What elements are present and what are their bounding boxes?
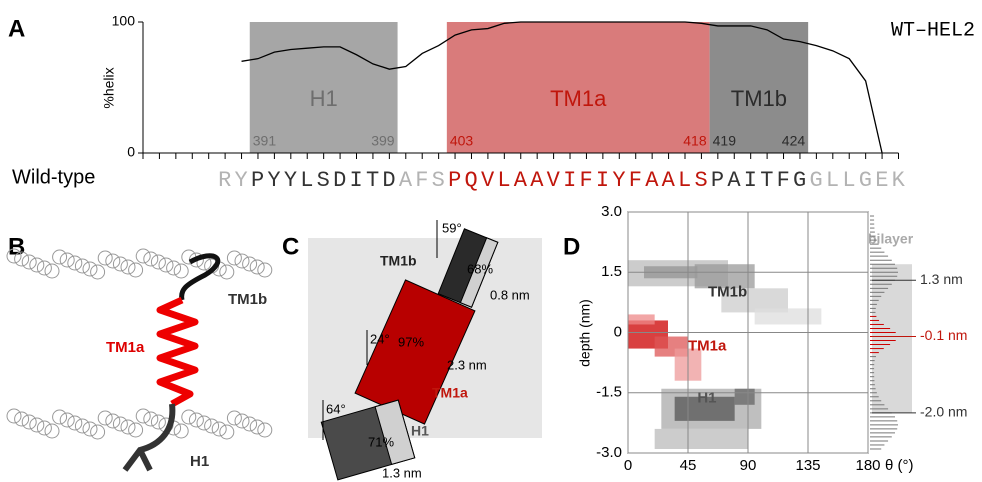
residue-number: 419 (713, 133, 737, 149)
helix-label: TM1a (106, 339, 145, 356)
depth-label: 2.3 nm (447, 357, 487, 372)
row-label: Wild-type (12, 166, 95, 188)
region-label: H1 (697, 390, 716, 407)
depth-label: 1.3 nm (382, 465, 422, 480)
sequence-segment: PYYLSDITD (251, 168, 399, 193)
depth-label: 1.3 nm (920, 271, 963, 287)
y-tick-label: 1.5 (601, 263, 622, 280)
y-axis-label: %helix (101, 67, 117, 108)
y-tick-label: -1.5 (596, 384, 622, 401)
helix-region (249, 22, 398, 153)
x-axis-label: θ (°) (885, 457, 914, 474)
angle-label: 64° (326, 401, 346, 416)
fraction-label: 97% (398, 334, 424, 349)
region-name: TM1b (731, 86, 787, 111)
bilayer-band (872, 264, 912, 413)
sequence-segment: PQVLAAVIFIYFAALS (448, 168, 711, 193)
depth-label: -0.1 nm (920, 327, 967, 343)
residue-number: 403 (450, 133, 474, 149)
helix-label: TM1b (228, 291, 267, 308)
y-tick-label: 3.0 (601, 203, 622, 220)
residue-number: 399 (371, 133, 395, 149)
sequence-segment: GLLGEK (809, 168, 908, 193)
density-blob (628, 314, 655, 325)
depth-label: -2.0 nm (920, 404, 967, 420)
residue-number: 424 (782, 133, 806, 149)
x-tick-label: 45 (680, 457, 697, 474)
region-label: TM1b (708, 283, 747, 300)
panel-label: A (8, 15, 25, 42)
sequence-segment: AFS (399, 168, 448, 193)
density-blob (654, 428, 748, 449)
helix-label: TM1a (432, 385, 468, 401)
sequence-segment: PAITFG (711, 168, 810, 193)
y-tick-label: -3.0 (596, 444, 622, 461)
sequence-segment: RY (218, 168, 251, 193)
sequence: RYPYYLSDITDAFSPQVLAAVIFIYFAALSPAITFGGLLG… (218, 168, 908, 193)
bilayer-label: bilayer (868, 231, 914, 247)
angle-label: 59° (442, 220, 462, 235)
panel-label: B (8, 233, 25, 260)
density-blob (754, 308, 822, 325)
helix-label: H1 (411, 423, 429, 439)
x-tick-label: 90 (740, 457, 757, 474)
x-tick-label: 135 (795, 457, 820, 474)
y-tick-label: 100 (112, 13, 136, 29)
helix-line (241, 21, 883, 154)
membrane-rendering (6, 248, 273, 472)
y-tick-label: 0 (127, 144, 135, 160)
construct-name: WT–HEL2 (891, 19, 975, 42)
residue-number: 418 (683, 133, 707, 149)
x-tick-label: 180 (855, 457, 880, 474)
density-blob (694, 264, 755, 289)
x-tick-label: 0 (624, 457, 632, 474)
residue-number: 391 (253, 133, 277, 149)
fraction-label: 71% (368, 434, 394, 449)
depth-label: 0.8 nm (490, 287, 530, 302)
y-axis-label: depth (nm) (577, 299, 593, 367)
density-blob (734, 388, 755, 405)
fraction-label: 68% (467, 261, 493, 276)
schematic (308, 220, 542, 481)
helix-region (446, 22, 710, 153)
region-name: TM1a (550, 86, 607, 111)
density-blob (674, 396, 735, 421)
panel-label: D (563, 233, 580, 260)
region-name: H1 (310, 86, 338, 111)
region-label: TM1a (688, 338, 727, 355)
helix-label: H1 (190, 453, 209, 470)
angle-label: 24° (370, 331, 390, 346)
helix-label: TM1b (380, 253, 417, 269)
panel-label: C (282, 233, 299, 260)
helix-region (709, 22, 809, 153)
y-tick-label: 0 (614, 323, 622, 340)
